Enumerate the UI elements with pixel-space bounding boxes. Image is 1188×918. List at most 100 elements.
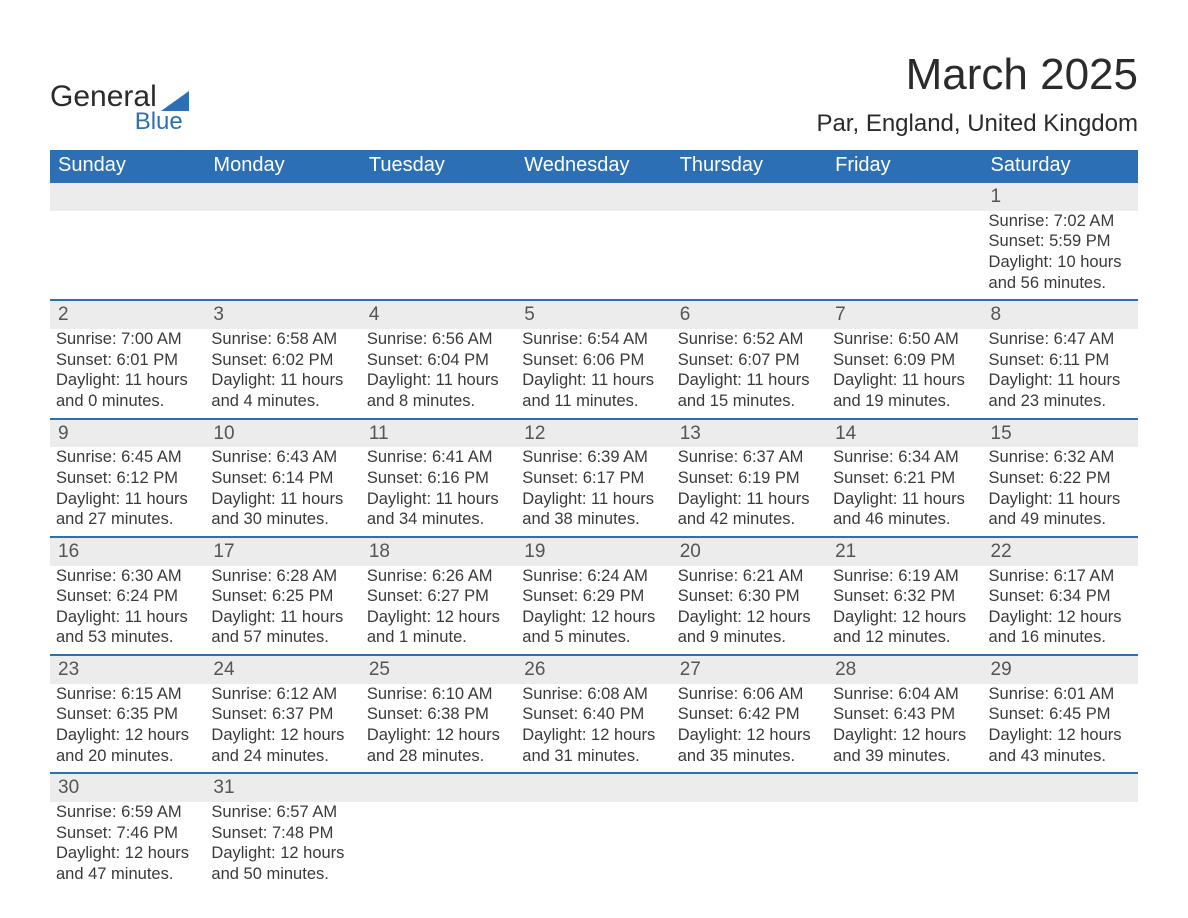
sunrise-text: Sunrise: 6:08 AM — [522, 684, 665, 705]
daylight-text: Daylight: 12 hours — [989, 725, 1132, 746]
daylight-text: and 5 minutes. — [522, 627, 665, 648]
day-number-cell — [827, 773, 982, 802]
daylight-text: Daylight: 11 hours — [56, 489, 199, 510]
day-number-cell — [672, 773, 827, 802]
daylight-text: and 30 minutes. — [211, 509, 354, 530]
day-info-cell: Sunrise: 6:41 AMSunset: 6:16 PMDaylight:… — [361, 447, 516, 537]
daylight-text: and 16 minutes. — [989, 627, 1132, 648]
day-info-cell: Sunrise: 6:43 AMSunset: 6:14 PMDaylight:… — [205, 447, 360, 537]
daylight-text: and 38 minutes. — [522, 509, 665, 530]
sunrise-text: Sunrise: 6:21 AM — [678, 566, 821, 587]
weekday-header: Sunday — [50, 150, 205, 183]
sunrise-text: Sunrise: 6:28 AM — [211, 566, 354, 587]
day-number-cell: 18 — [361, 537, 516, 566]
day-info-cell — [516, 211, 671, 301]
sunset-text: Sunset: 6:29 PM — [522, 586, 665, 607]
sunrise-text: Sunrise: 6:37 AM — [678, 447, 821, 468]
sunrise-text: Sunrise: 6:58 AM — [211, 329, 354, 350]
daylight-text: and 24 minutes. — [211, 746, 354, 767]
sunrise-text: Sunrise: 6:30 AM — [56, 566, 199, 587]
sunset-text: Sunset: 6:27 PM — [367, 586, 510, 607]
sunset-text: Sunset: 6:14 PM — [211, 468, 354, 489]
sunrise-text: Sunrise: 6:56 AM — [367, 329, 510, 350]
day-number-cell: 30 — [50, 773, 205, 802]
day-number-cell: 4 — [361, 300, 516, 329]
daylight-text: and 15 minutes. — [678, 391, 821, 412]
sunrise-text: Sunrise: 6:04 AM — [833, 684, 976, 705]
day-number-cell: 21 — [827, 537, 982, 566]
day-info-cell: Sunrise: 7:00 AMSunset: 6:01 PMDaylight:… — [50, 329, 205, 419]
day-number-cell — [205, 183, 360, 211]
day-info-cell: Sunrise: 6:37 AMSunset: 6:19 PMDaylight:… — [672, 447, 827, 537]
sunset-text: Sunset: 6:35 PM — [56, 704, 199, 725]
day-number-cell: 29 — [983, 655, 1138, 684]
sunset-text: Sunset: 6:24 PM — [56, 586, 199, 607]
day-info-cell: Sunrise: 6:04 AMSunset: 6:43 PMDaylight:… — [827, 684, 982, 774]
sunrise-text: Sunrise: 6:39 AM — [522, 447, 665, 468]
daylight-text: Daylight: 12 hours — [367, 725, 510, 746]
daylight-text: and 4 minutes. — [211, 391, 354, 412]
day-number-cell: 26 — [516, 655, 671, 684]
day-info-cell: Sunrise: 6:17 AMSunset: 6:34 PMDaylight:… — [983, 566, 1138, 656]
daylight-text: Daylight: 11 hours — [833, 489, 976, 510]
month-title: March 2025 — [816, 50, 1138, 100]
daylight-text: Daylight: 11 hours — [56, 370, 199, 391]
weekday-header: Tuesday — [361, 150, 516, 183]
sunset-text: Sunset: 6:04 PM — [367, 350, 510, 371]
day-info-cell: Sunrise: 6:56 AMSunset: 6:04 PMDaylight:… — [361, 329, 516, 419]
day-number-cell: 20 — [672, 537, 827, 566]
daylight-text: Daylight: 12 hours — [678, 607, 821, 628]
sunrise-text: Sunrise: 6:24 AM — [522, 566, 665, 587]
sunset-text: Sunset: 6:06 PM — [522, 350, 665, 371]
daylight-text: and 47 minutes. — [56, 864, 199, 885]
daylight-text: Daylight: 10 hours — [989, 252, 1132, 273]
logo-sail-icon — [161, 91, 189, 111]
sunset-text: Sunset: 6:43 PM — [833, 704, 976, 725]
daylight-text: and 27 minutes. — [56, 509, 199, 530]
day-info-cell — [827, 802, 982, 891]
day-info-cell — [672, 802, 827, 891]
sunset-text: Sunset: 6:16 PM — [367, 468, 510, 489]
day-info-cell: Sunrise: 6:24 AMSunset: 6:29 PMDaylight:… — [516, 566, 671, 656]
day-info-cell: Sunrise: 6:08 AMSunset: 6:40 PMDaylight:… — [516, 684, 671, 774]
daylight-text: Daylight: 11 hours — [522, 489, 665, 510]
sunrise-text: Sunrise: 6:52 AM — [678, 329, 821, 350]
daylight-text: Daylight: 12 hours — [989, 607, 1132, 628]
day-info-cell — [672, 211, 827, 301]
daylight-text: Daylight: 11 hours — [833, 370, 976, 391]
day-number-cell: 7 — [827, 300, 982, 329]
day-number-cell: 19 — [516, 537, 671, 566]
day-number-cell: 6 — [672, 300, 827, 329]
day-number-cell — [361, 183, 516, 211]
daylight-text: and 9 minutes. — [678, 627, 821, 648]
daylight-text: and 35 minutes. — [678, 746, 821, 767]
calendar-table: Sunday Monday Tuesday Wednesday Thursday… — [50, 150, 1138, 891]
sunrise-text: Sunrise: 6:34 AM — [833, 447, 976, 468]
day-number-cell: 17 — [205, 537, 360, 566]
day-info-row: Sunrise: 7:02 AMSunset: 5:59 PMDaylight:… — [50, 211, 1138, 301]
day-info-cell: Sunrise: 6:52 AMSunset: 6:07 PMDaylight:… — [672, 329, 827, 419]
day-info-cell — [983, 802, 1138, 891]
daylight-text: and 56 minutes. — [989, 273, 1132, 294]
logo: General Blue — [50, 50, 189, 136]
day-number-cell: 22 — [983, 537, 1138, 566]
sunset-text: Sunset: 6:30 PM — [678, 586, 821, 607]
day-number-cell: 27 — [672, 655, 827, 684]
daylight-text: Daylight: 11 hours — [522, 370, 665, 391]
day-info-cell: Sunrise: 6:30 AMSunset: 6:24 PMDaylight:… — [50, 566, 205, 656]
sunset-text: Sunset: 6:21 PM — [833, 468, 976, 489]
day-info-cell: Sunrise: 6:39 AMSunset: 6:17 PMDaylight:… — [516, 447, 671, 537]
daylight-text: Daylight: 12 hours — [833, 607, 976, 628]
day-number-cell — [672, 183, 827, 211]
sunset-text: Sunset: 6:02 PM — [211, 350, 354, 371]
daylight-text: Daylight: 12 hours — [211, 843, 354, 864]
sunset-text: Sunset: 6:32 PM — [833, 586, 976, 607]
daylight-text: Daylight: 11 hours — [678, 489, 821, 510]
sunset-text: Sunset: 5:59 PM — [989, 231, 1132, 252]
daylight-text: Daylight: 12 hours — [522, 607, 665, 628]
day-number-cell: 15 — [983, 419, 1138, 448]
day-number-cell: 3 — [205, 300, 360, 329]
day-info-cell: Sunrise: 6:12 AMSunset: 6:37 PMDaylight:… — [205, 684, 360, 774]
day-number-cell: 5 — [516, 300, 671, 329]
page-header: General Blue March 2025 Par, England, Un… — [50, 50, 1138, 138]
